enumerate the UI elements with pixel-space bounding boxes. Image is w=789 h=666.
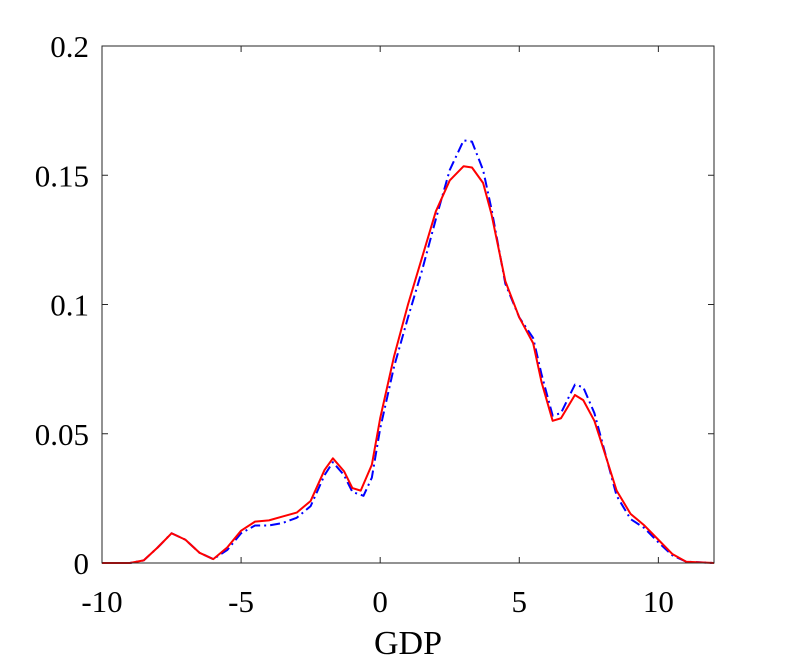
plot-area <box>102 139 715 564</box>
y-tick-label: 0.1 <box>50 288 89 323</box>
x-axis-label: GDP <box>374 625 442 662</box>
x-tick-label: 0 <box>372 584 388 619</box>
y-tick-label: 0.15 <box>35 158 89 193</box>
series-line-2 <box>102 165 715 564</box>
x-tick-label: -5 <box>228 584 254 619</box>
x-tick-label: -10 <box>81 584 122 619</box>
x-tick-label: 10 <box>643 584 674 619</box>
x-tick-label: 5 <box>512 584 528 619</box>
axes: -10 -5 0 5 10 0 0.05 0.1 0.15 0.2 <box>35 29 715 619</box>
y-tick-label: 0 <box>74 546 90 581</box>
y-tick-label: 0.05 <box>35 417 89 452</box>
series-line-1 <box>102 139 715 564</box>
y-tick-label: 0.2 <box>50 29 89 64</box>
